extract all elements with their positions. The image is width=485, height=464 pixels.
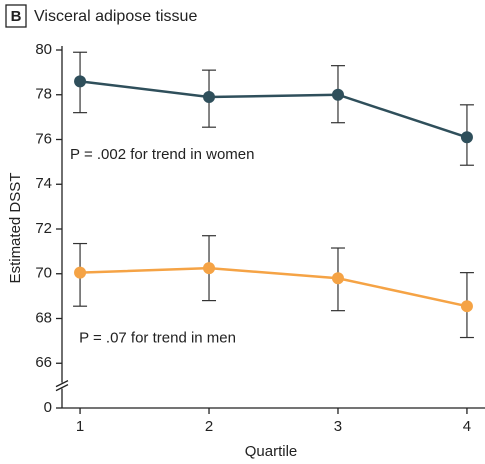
y-tick-label: 72	[35, 220, 52, 237]
panel-label: B	[11, 8, 22, 25]
data-point	[331, 272, 344, 285]
panel-box	[5, 4, 27, 28]
x-tick-label: 1	[76, 418, 84, 435]
x-tick-label: 2	[205, 418, 213, 435]
y-tick-label: 66	[35, 354, 52, 371]
data-point	[460, 300, 473, 313]
series-line	[79, 80, 468, 139]
axis-break	[55, 384, 69, 392]
y-tick-label: 80	[35, 41, 52, 58]
y-tick-label: 0	[44, 399, 52, 416]
data-point	[331, 88, 344, 101]
axis-break-gap	[56, 382, 68, 389]
annotation: P = .002 for trend in women	[70, 146, 254, 163]
x-axis-label: Quartile	[245, 443, 298, 460]
annotation: P = .07 for trend in men	[79, 330, 236, 347]
y-axis-label: Estimated DSST	[7, 173, 24, 284]
y-tick-label: 78	[35, 86, 52, 103]
x-tick-label: 3	[334, 418, 342, 435]
y-tick-label: 70	[35, 265, 52, 282]
y-tick-label: 74	[35, 175, 52, 192]
data-point	[460, 131, 473, 144]
data-point	[203, 90, 216, 103]
series-line	[80, 266, 468, 308]
x-tick-label: 4	[463, 418, 471, 435]
data-point	[74, 75, 87, 88]
chart-title: Visceral adipose tissue	[34, 8, 197, 25]
data-point	[74, 266, 87, 279]
axis-break	[55, 380, 69, 388]
y-tick-label: 68	[35, 309, 52, 326]
y-tick-label: 76	[35, 130, 52, 147]
data-point	[203, 262, 216, 275]
